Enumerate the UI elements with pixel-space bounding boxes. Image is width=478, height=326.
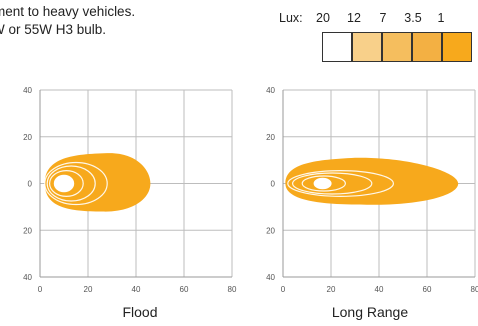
lux-value-20: 20 <box>316 11 330 25</box>
long-range-contour-12-lux <box>301 175 346 192</box>
flood-y-tick-label: 40 <box>23 273 32 282</box>
long-range-y-tick-label: 0 <box>271 180 276 189</box>
long-range-x-tick-label: 60 <box>423 285 432 294</box>
flood-y-tick-label: 20 <box>23 226 32 235</box>
long-range-x-tick-label: 80 <box>471 285 478 294</box>
long-range-y-tick-label: 40 <box>266 273 275 282</box>
long-range-x-tick-label: 40 <box>375 285 384 294</box>
flood-contour-20-lux <box>53 174 75 193</box>
lux-swatch-7 <box>382 32 412 62</box>
lux-value-1: 1 <box>437 11 445 25</box>
long-range-beam-1-lux <box>285 157 459 205</box>
lux-value-3-5: 3.5 <box>404 11 422 25</box>
long-range-contour-20-lux <box>313 177 332 190</box>
lux-value-12: 12 <box>347 11 361 25</box>
flood-beam-1-lux <box>44 153 151 212</box>
lux-swatch-20 <box>322 32 352 62</box>
long-range-y-tick-label: 20 <box>266 133 275 142</box>
long-range-y-tick-label: 40 <box>266 86 275 95</box>
flood-x-tick-label: 0 <box>38 285 43 294</box>
long-range-contour-3-5-lux <box>287 170 395 197</box>
flood-chart-title: Flood <box>122 304 158 320</box>
long-range-chart-title: Long Range <box>331 304 409 320</box>
long-range-y-tick-label: 20 <box>266 226 275 235</box>
lux-legend-prefix: Lux: <box>279 11 303 25</box>
lux-value-7: 7 <box>379 11 387 25</box>
lux-swatch-3-5 <box>412 32 442 62</box>
flood-y-tick-label: 20 <box>23 133 32 142</box>
long-range-x-tick-label: 0 <box>281 285 286 294</box>
flood-y-tick-label: 0 <box>28 180 33 189</box>
long-range-contour-7-lux <box>292 172 373 195</box>
flood-contour-3-5-lux <box>44 161 108 206</box>
flood-x-tick-label: 40 <box>132 285 141 294</box>
lux-swatch-12 <box>352 32 382 62</box>
flood-contour-12-lux <box>49 170 84 197</box>
flood-contour-7-lux <box>46 165 96 202</box>
flood-y-tick-label: 40 <box>23 86 32 95</box>
long-range-x-tick-label: 20 <box>327 285 336 294</box>
flood-x-tick-label: 20 <box>84 285 93 294</box>
intro-line-2: W or 55W H3 bulb. <box>0 22 107 37</box>
lux-swatch-1 <box>442 32 472 62</box>
flood-x-tick-label: 60 <box>180 285 189 294</box>
flood-x-tick-label: 80 <box>228 285 237 294</box>
intro-line-1: ment to heavy vehicles. <box>0 4 136 19</box>
